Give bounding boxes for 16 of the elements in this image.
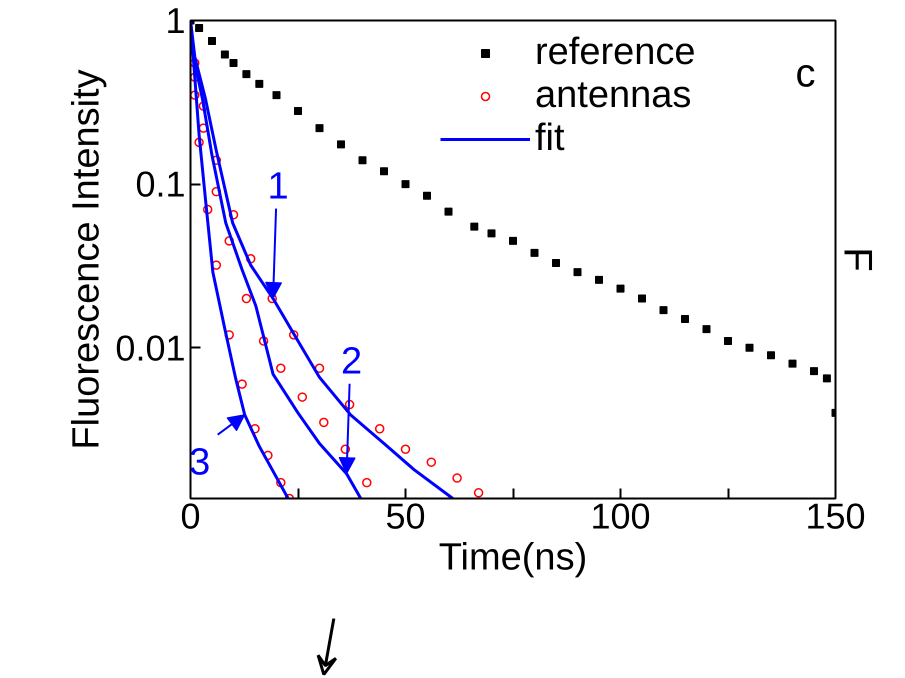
annotation: 1 <box>267 166 289 208</box>
y-tick-label: 0.01 <box>115 327 186 368</box>
x-tick-label: 50 <box>385 496 426 536</box>
annotation: F <box>836 247 880 272</box>
legend-label: reference <box>535 31 696 74</box>
legend-label: fit <box>535 117 565 160</box>
annotation: 2 <box>341 340 362 383</box>
annotation: c <box>796 52 816 96</box>
y-axis-title: Fluorescence Intensity <box>65 69 108 450</box>
x-tick-label: 0 <box>180 496 201 536</box>
y-tick-label: 0.1 <box>135 164 186 205</box>
legend-label: antennas <box>535 74 692 117</box>
x-tick-label: 100 <box>590 496 651 536</box>
x-axis-title: Time(ns) <box>438 536 588 578</box>
x-tick-label: 150 <box>805 496 866 536</box>
y-tick-label: 1 <box>165 0 186 41</box>
